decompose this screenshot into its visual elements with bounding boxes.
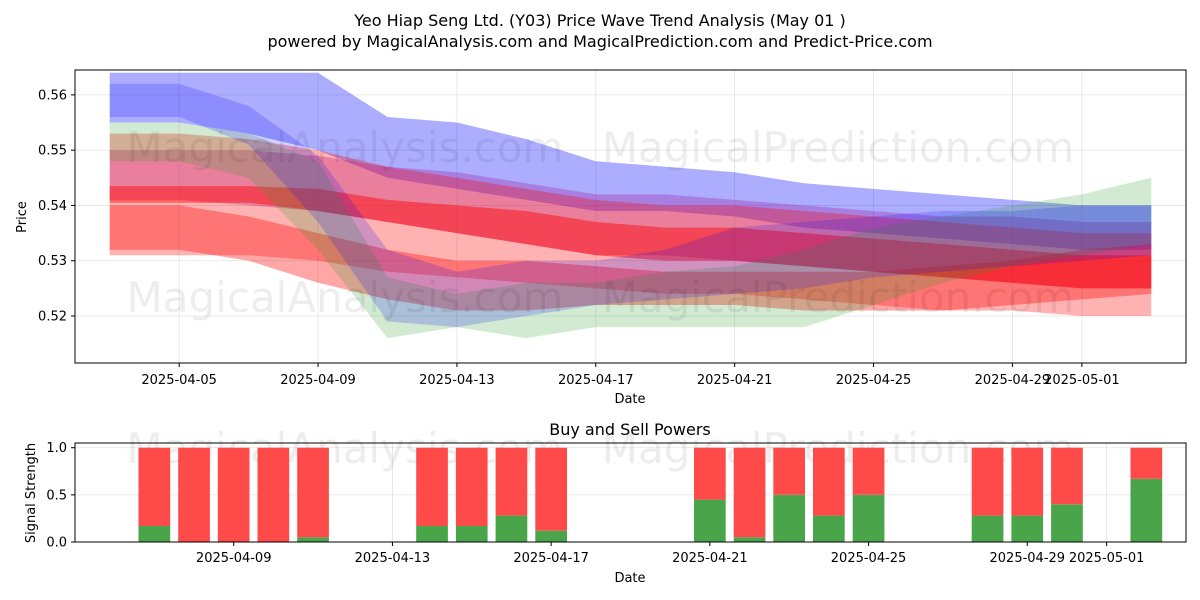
buy-bar xyxy=(813,515,845,542)
signal-x-tick-label: 2025-04-21 xyxy=(672,551,748,566)
price-x-tick-label: 2025-05-01 xyxy=(1044,373,1120,388)
signal-plot-frame xyxy=(74,442,1187,543)
signal-x-ticks: 2025-04-09 2025-04-13 2025-04-17 2025-04-21… xyxy=(196,542,1144,566)
sell-bar xyxy=(178,447,210,542)
sell-bar xyxy=(455,447,488,526)
sell-bar xyxy=(416,447,448,526)
buy-bar xyxy=(455,526,488,542)
price-y-tick-label: 0.53 xyxy=(38,254,67,269)
sell-bar xyxy=(1011,447,1044,516)
price-y-label: Price xyxy=(15,201,30,233)
price-x-tick-label: 2025-04-17 xyxy=(558,373,634,388)
price-band-red-3 xyxy=(109,186,1152,289)
price-x-ticks: 2025-04-05 2025-04-09 2025-04-13 2025-04-17… xyxy=(141,363,1120,388)
price-y-tick-label: 0.54 xyxy=(38,199,67,214)
buy-bar xyxy=(495,515,528,542)
price-y-ticks: 0.52 0.53 0.54 0.55 0.56 xyxy=(38,88,75,325)
buy-bar xyxy=(1011,515,1044,542)
price-bands xyxy=(109,72,1152,339)
signal-bars xyxy=(138,447,1163,542)
signal-y-ticks: 0.0 0.5 1.0 xyxy=(46,441,75,551)
sell-bar xyxy=(694,447,726,500)
buy-bar xyxy=(297,537,329,542)
sell-bar xyxy=(257,447,290,542)
buy-bar xyxy=(138,526,171,542)
price-x-tick-label: 2025-04-05 xyxy=(141,373,217,388)
sell-bar xyxy=(971,447,1004,516)
price-band-blue-0 xyxy=(109,72,1152,250)
sell-bar xyxy=(495,447,528,516)
watermark-prediction-2: MagicalPrediction.com xyxy=(602,273,1075,322)
buy-bar xyxy=(694,499,726,542)
sell-bar xyxy=(1051,447,1083,505)
price-x-label: Date xyxy=(614,392,645,407)
price-band-blue-6 xyxy=(109,83,1152,328)
watermark-analysis: MagicalAnalysis.com xyxy=(127,123,564,172)
price-y-tick-label: 0.56 xyxy=(38,88,67,103)
sell-bar xyxy=(217,447,250,542)
signal-y-tick-label: 0.0 xyxy=(46,536,67,551)
watermark-prediction: MagicalPrediction.com xyxy=(602,123,1075,172)
price-x-tick-label: 2025-04-09 xyxy=(280,373,356,388)
price-grid xyxy=(75,70,1186,363)
sell-bar xyxy=(733,447,766,538)
price-x-tick-label: 2025-04-13 xyxy=(419,373,495,388)
sell-bar xyxy=(138,447,171,526)
price-chart: MagicalAnalysis.com MagicalPrediction.co… xyxy=(15,69,1187,407)
sell-bar xyxy=(852,447,885,495)
signal-x-tick-label: 2025-04-17 xyxy=(513,551,589,566)
signal-chart-title: Buy and Sell Powers xyxy=(549,420,711,439)
price-x-tick-label: 2025-04-21 xyxy=(697,373,773,388)
signal-x-tick-label: 2025-05-01 xyxy=(1069,551,1145,566)
price-band-purple-1 xyxy=(109,150,1152,289)
price-x-tick-label: 2025-04-25 xyxy=(836,373,912,388)
signal-y-tick-label: 0.5 xyxy=(46,488,67,503)
buy-bar xyxy=(852,494,885,542)
sell-bar xyxy=(1130,447,1163,479)
price-plot-frame xyxy=(74,69,1187,364)
buy-bar xyxy=(733,537,766,542)
price-band-red-2 xyxy=(109,133,1152,316)
signal-y-label: Signal Strength xyxy=(24,443,39,543)
price-band-green-5 xyxy=(109,122,1152,339)
signal-y-tick-label: 1.0 xyxy=(46,441,67,456)
buy-bar xyxy=(773,494,805,542)
watermark-analysis-2: MagicalAnalysis.com xyxy=(127,273,564,322)
sell-bar xyxy=(297,447,329,538)
signal-x-tick-label: 2025-04-09 xyxy=(196,551,272,566)
signal-chart: Buy and Sell Powers MagicalAnalysis.com … xyxy=(24,420,1187,586)
buy-bar xyxy=(1051,504,1083,542)
sell-bar xyxy=(813,447,845,516)
buy-bar xyxy=(416,526,448,542)
price-band-red-4 xyxy=(109,205,1152,311)
signal-x-tick-label: 2025-04-29 xyxy=(990,551,1066,566)
buy-bar xyxy=(1130,478,1163,542)
price-y-tick-label: 0.52 xyxy=(38,310,67,325)
buy-bar xyxy=(535,530,567,542)
buy-bar xyxy=(971,515,1004,542)
chart-title-line1: Yeo Hiap Seng Ltd. (Y03) Price Wave Tren… xyxy=(353,11,846,30)
signal-x-tick-label: 2025-04-25 xyxy=(831,551,907,566)
sell-bar xyxy=(535,447,567,531)
chart-title-line2: powered by MagicalAnalysis.com and Magic… xyxy=(267,32,932,51)
price-x-tick-label: 2025-04-29 xyxy=(975,373,1051,388)
sell-bar xyxy=(773,447,805,495)
price-watermarks: MagicalAnalysis.com MagicalPrediction.co… xyxy=(127,123,1075,322)
price-y-tick-label: 0.55 xyxy=(38,144,67,159)
signal-x-label: Date xyxy=(614,571,645,586)
signal-x-tick-label: 2025-04-13 xyxy=(355,551,431,566)
